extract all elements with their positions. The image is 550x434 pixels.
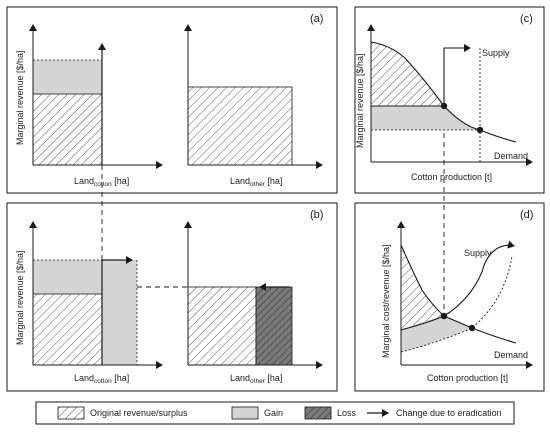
legend-change-label: Change due to eradication xyxy=(396,408,502,418)
panel-b-gain-area-top xyxy=(33,260,137,294)
panel-c: (c) Supply Demand Marginal revenue [$/ha… xyxy=(354,6,545,194)
panel-d-supply-shift-arrow xyxy=(497,240,515,249)
panel-a-other-original-area xyxy=(187,86,293,166)
panel-d-demand-label: Demand xyxy=(494,350,528,360)
panel-a: (a) Marginal revenue [$/ha] Landcotton [… xyxy=(6,6,338,194)
panel-a-xlabel-right: Landother [ha] xyxy=(230,176,282,188)
panel-b-original-area xyxy=(32,293,103,366)
panel-c-frame xyxy=(354,6,545,194)
legend-original-swatch xyxy=(57,406,85,420)
panel-b-frame xyxy=(6,202,338,392)
panel-c-ylabel: Marginal revenue [$/ha] xyxy=(355,53,365,148)
panel-d-new-supply xyxy=(400,255,513,353)
panel-d-original-supply xyxy=(400,247,499,331)
panel-c-demand-label: Demand xyxy=(494,151,528,161)
panel-a-original-area xyxy=(32,93,103,166)
panel-a-id: (a) xyxy=(310,13,323,25)
panel-d-original-equilibrium xyxy=(440,312,448,320)
panel-b-ylabel: Marginal revenue [$/ha] xyxy=(15,250,25,345)
panel-c-gain-area xyxy=(371,106,480,130)
panel-c-xlabel: Cotton production [t] xyxy=(411,172,492,182)
panel-c-supply-label: Supply xyxy=(482,48,510,58)
panel-a-gain-area xyxy=(33,60,102,94)
legend-gain-swatch xyxy=(231,406,259,420)
panel-d-id: (d) xyxy=(520,209,533,221)
panel-a-ylabel: Marginal revenue [$/ha] xyxy=(15,50,25,145)
panel-b-gain-area-right xyxy=(102,294,137,365)
legend-gain-label: Gain xyxy=(264,408,283,418)
panel-c-original-equilibrium xyxy=(440,102,448,110)
legend-frame xyxy=(35,401,515,425)
panel-d: (d) Supply Demand Marginal cost/revenue … xyxy=(354,202,545,392)
panel-b-xlabel-left: Landcotton [ha] xyxy=(74,373,129,385)
panel-d-original-surplus xyxy=(401,245,444,330)
panel-c-original-surplus xyxy=(371,42,444,106)
panel-b-other-original-area xyxy=(187,286,257,366)
panel-b: (b) Marginal revenue [$/ha] Landcotton [… xyxy=(6,202,338,392)
panel-b-xlabel-right: Landother [ha] xyxy=(230,373,282,385)
legend-loss-swatch xyxy=(304,406,332,420)
legend-loss-label: Loss xyxy=(337,408,357,418)
panel-c-supply-shift-arrow xyxy=(443,44,471,106)
panel-a-xlabel-left: Landcotton [ha] xyxy=(74,176,129,188)
legend-original-label: Original revenue/surplus xyxy=(90,408,188,418)
panel-d-supply-label: Supply xyxy=(464,248,492,258)
panel-b-id: (b) xyxy=(310,209,323,221)
panel-c-id: (c) xyxy=(520,13,533,25)
panel-d-ylabel: Marginal cost/revenue [$/ha] xyxy=(381,244,391,358)
panel-c-new-equilibrium xyxy=(476,126,484,134)
panel-d-new-equilibrium xyxy=(468,324,476,332)
panel-a-frame xyxy=(6,6,338,194)
panel-b-loss-area xyxy=(255,286,293,366)
legend: Original revenue/surplus Gain Loss Chang… xyxy=(35,401,515,425)
panel-d-frame xyxy=(354,202,545,392)
panel-d-xlabel: Cotton production [t] xyxy=(427,373,508,383)
